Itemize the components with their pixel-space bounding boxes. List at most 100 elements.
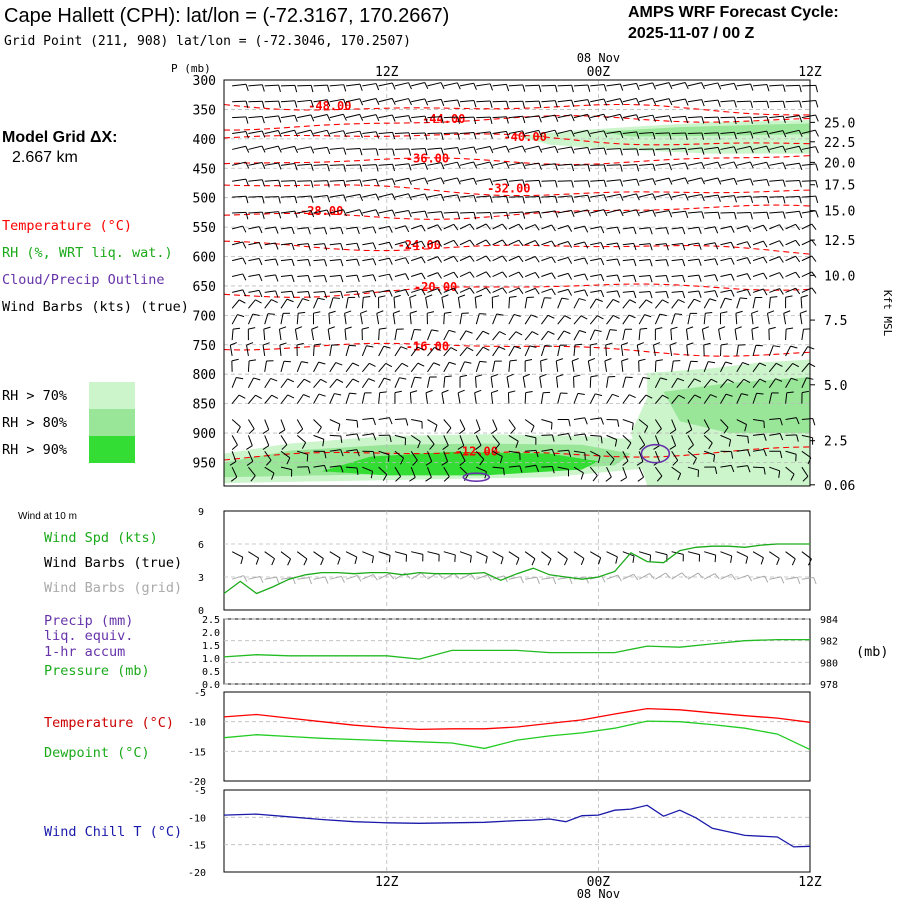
rh70-label: RH > 70% <box>2 388 67 404</box>
wind-barb <box>541 240 552 246</box>
wind-barb-flag <box>363 296 371 298</box>
wind-barb-flag <box>815 210 819 218</box>
wind-barb <box>590 147 605 150</box>
wind-barb-flag <box>429 443 435 450</box>
wind10m-barb-grid <box>687 572 699 580</box>
wind-barb-flag <box>437 224 442 231</box>
wind-barb <box>524 331 533 341</box>
wind-barb-flag <box>682 243 686 251</box>
wind-barb <box>590 130 605 135</box>
wind10m-barb-grid-flag <box>633 573 639 581</box>
wind-barb <box>752 449 764 452</box>
wind-barb <box>801 466 809 477</box>
wind-barb <box>541 315 549 325</box>
wind-barb <box>329 113 344 119</box>
wind-barb <box>443 116 458 119</box>
wind-barb <box>231 451 237 462</box>
wind-barb-flag <box>659 313 667 317</box>
wind-barb-flag <box>392 164 396 172</box>
wind-barb <box>687 177 702 182</box>
wind10m-barb-true <box>655 551 668 556</box>
wind-barb-flag <box>238 299 246 304</box>
wind-barb <box>524 224 536 230</box>
wind-speed-line <box>223 543 810 595</box>
wind-barb <box>232 225 243 230</box>
wind-barb <box>785 392 788 404</box>
wind-barb <box>720 419 729 428</box>
wind10m-barb-true-flag <box>632 555 635 563</box>
wind-barb-flag <box>275 274 279 282</box>
wind-barb <box>427 162 442 166</box>
wind-barb <box>443 419 452 429</box>
wind-barb-flag <box>782 84 786 92</box>
wind-barb-flag <box>412 460 418 466</box>
wind-barb <box>589 376 592 388</box>
wind-barb <box>687 298 695 309</box>
wind-barb <box>313 164 328 166</box>
wind-barb-flag <box>815 114 819 122</box>
wind-barb <box>638 178 653 182</box>
wind-barb <box>362 258 374 262</box>
wind-barb <box>411 82 425 87</box>
wind10m-barb-true-flag <box>320 558 324 566</box>
wind-barb-flag <box>277 130 282 138</box>
wind-barb-flag <box>556 374 564 378</box>
wind-barb <box>768 378 776 389</box>
wind-barb-flag <box>479 459 485 466</box>
wind-barb-flag <box>287 394 295 399</box>
wind-barb <box>278 329 282 341</box>
wind-barb <box>443 466 450 477</box>
wind-barb-flag <box>633 275 637 283</box>
wind10m-barb-true <box>606 551 618 558</box>
wind-barb-flag <box>267 313 275 315</box>
wind-barb-flag <box>294 180 298 188</box>
wind-barb <box>280 84 295 87</box>
wind-barb-flag <box>746 289 751 297</box>
wind10m-barb-grid-flag <box>681 572 688 579</box>
wind-barb-flag <box>506 101 509 109</box>
wind-barb-flag <box>294 210 298 218</box>
wind-barb <box>606 329 611 341</box>
bottom-time-label: 12Z <box>798 875 822 890</box>
wind-barb <box>492 116 507 119</box>
wind-barb-flag <box>279 326 287 330</box>
wind-barb <box>769 240 780 246</box>
wind-barb <box>280 419 286 430</box>
pressure-line <box>223 638 810 660</box>
rh90-region-lower <box>321 451 599 476</box>
wind-barb-flag <box>245 84 249 92</box>
wind10m-barb-true-flag <box>303 558 308 566</box>
wind-barb <box>687 132 702 135</box>
wind-barb <box>719 344 722 356</box>
wind-barb-flag <box>278 429 286 434</box>
wind-barb <box>459 313 463 325</box>
wind-barb <box>785 239 796 246</box>
wind-barb <box>362 193 377 198</box>
wind-barb <box>557 330 565 341</box>
wind-barb <box>769 256 780 262</box>
wind-barb <box>655 132 670 135</box>
wind-barb-flag <box>324 275 327 283</box>
wind-barb-flag <box>568 433 572 441</box>
wind-barb-flag <box>807 346 815 350</box>
wind-barb <box>622 451 629 462</box>
wind-barb <box>313 113 328 119</box>
wind-barb <box>476 255 487 262</box>
wind-barb <box>736 465 748 468</box>
wind10m-barb-true <box>248 551 259 559</box>
wind-barb <box>443 435 449 446</box>
wind-barb <box>346 147 361 150</box>
wind-barb-flag <box>294 100 298 108</box>
wind-barb <box>264 242 276 246</box>
wind-barb <box>801 100 816 103</box>
wind-barb-flag <box>352 362 360 367</box>
wind-barb <box>541 163 556 166</box>
wind-barb <box>427 435 435 445</box>
wind-barb-flag <box>698 290 702 298</box>
wind-barb <box>524 297 528 309</box>
wind-barb-flag <box>456 177 461 185</box>
wind-barb-flag <box>343 164 346 172</box>
wind-barb-flag <box>747 465 751 473</box>
wind-barb <box>655 177 670 182</box>
